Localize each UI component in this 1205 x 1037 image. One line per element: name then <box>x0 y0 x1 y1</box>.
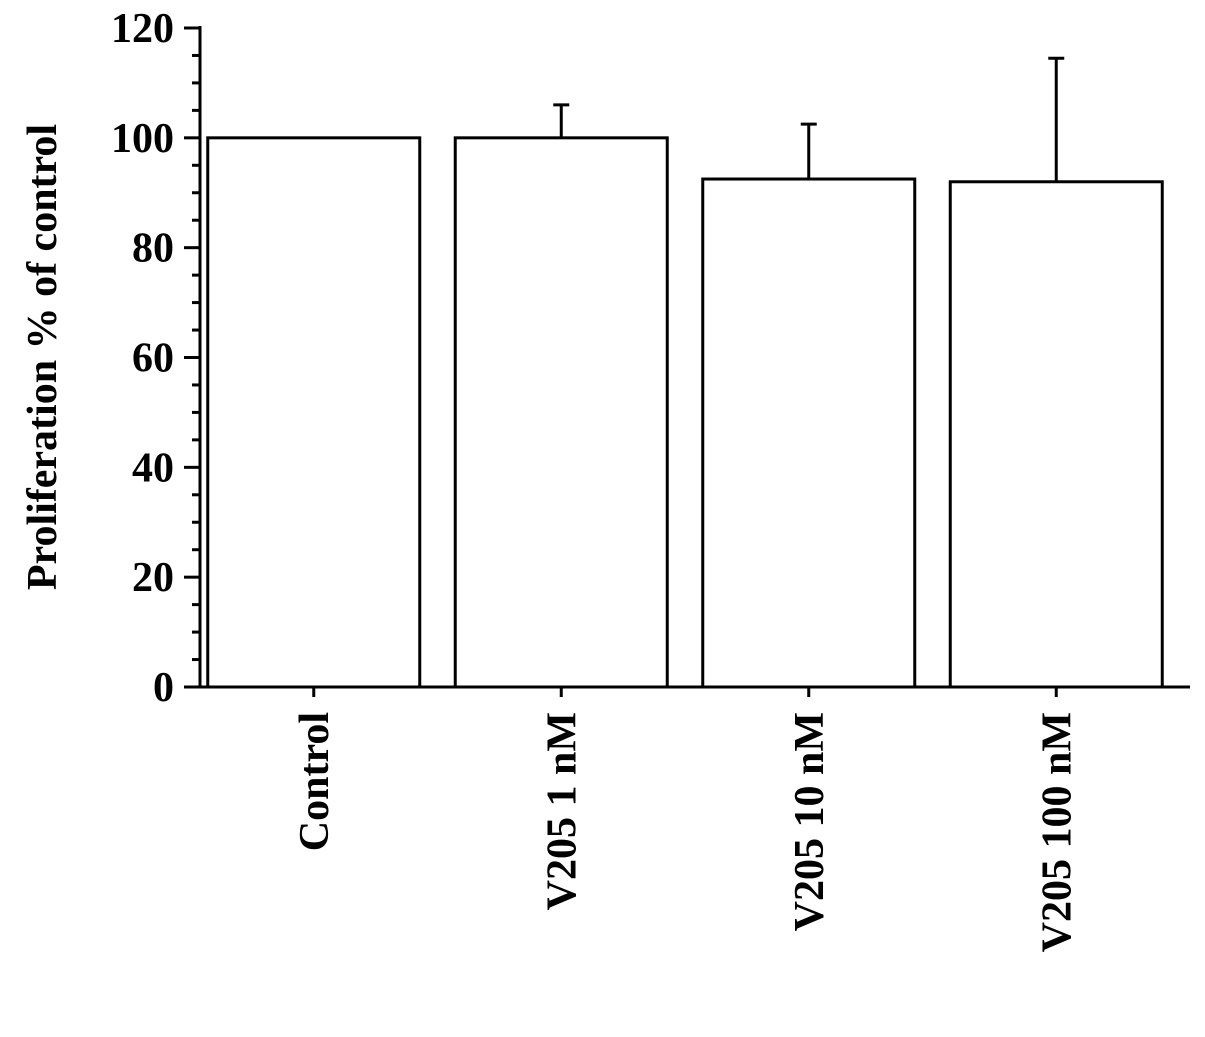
bar <box>948 180 1164 689</box>
category-labels: Control V205 1 nM V205 10 nM V205 100 nM <box>292 687 1080 952</box>
y-axis-title: Proliferation % of control <box>20 124 66 590</box>
y-tick-label: 120 <box>111 6 174 52</box>
category-label: V205 10 nM <box>787 712 833 931</box>
bar <box>453 136 669 689</box>
y-tick-label: 100 <box>111 116 174 162</box>
y-tick-label: 40 <box>132 445 174 491</box>
y-axis-ticks: 0 20 40 60 80 100 120 <box>111 6 200 711</box>
y-tick-label: 60 <box>132 336 174 382</box>
y-tick-label: 80 <box>132 226 174 272</box>
bar <box>206 136 422 689</box>
error-bars <box>553 56 1065 182</box>
bar <box>701 177 917 689</box>
category-label: V205 100 nM <box>1034 712 1080 952</box>
y-tick-label: 0 <box>153 665 174 711</box>
y-tick-label: 20 <box>132 555 174 601</box>
category-label: Control <box>292 712 338 851</box>
bars <box>206 136 1164 689</box>
category-label: V205 1 nM <box>539 712 585 910</box>
